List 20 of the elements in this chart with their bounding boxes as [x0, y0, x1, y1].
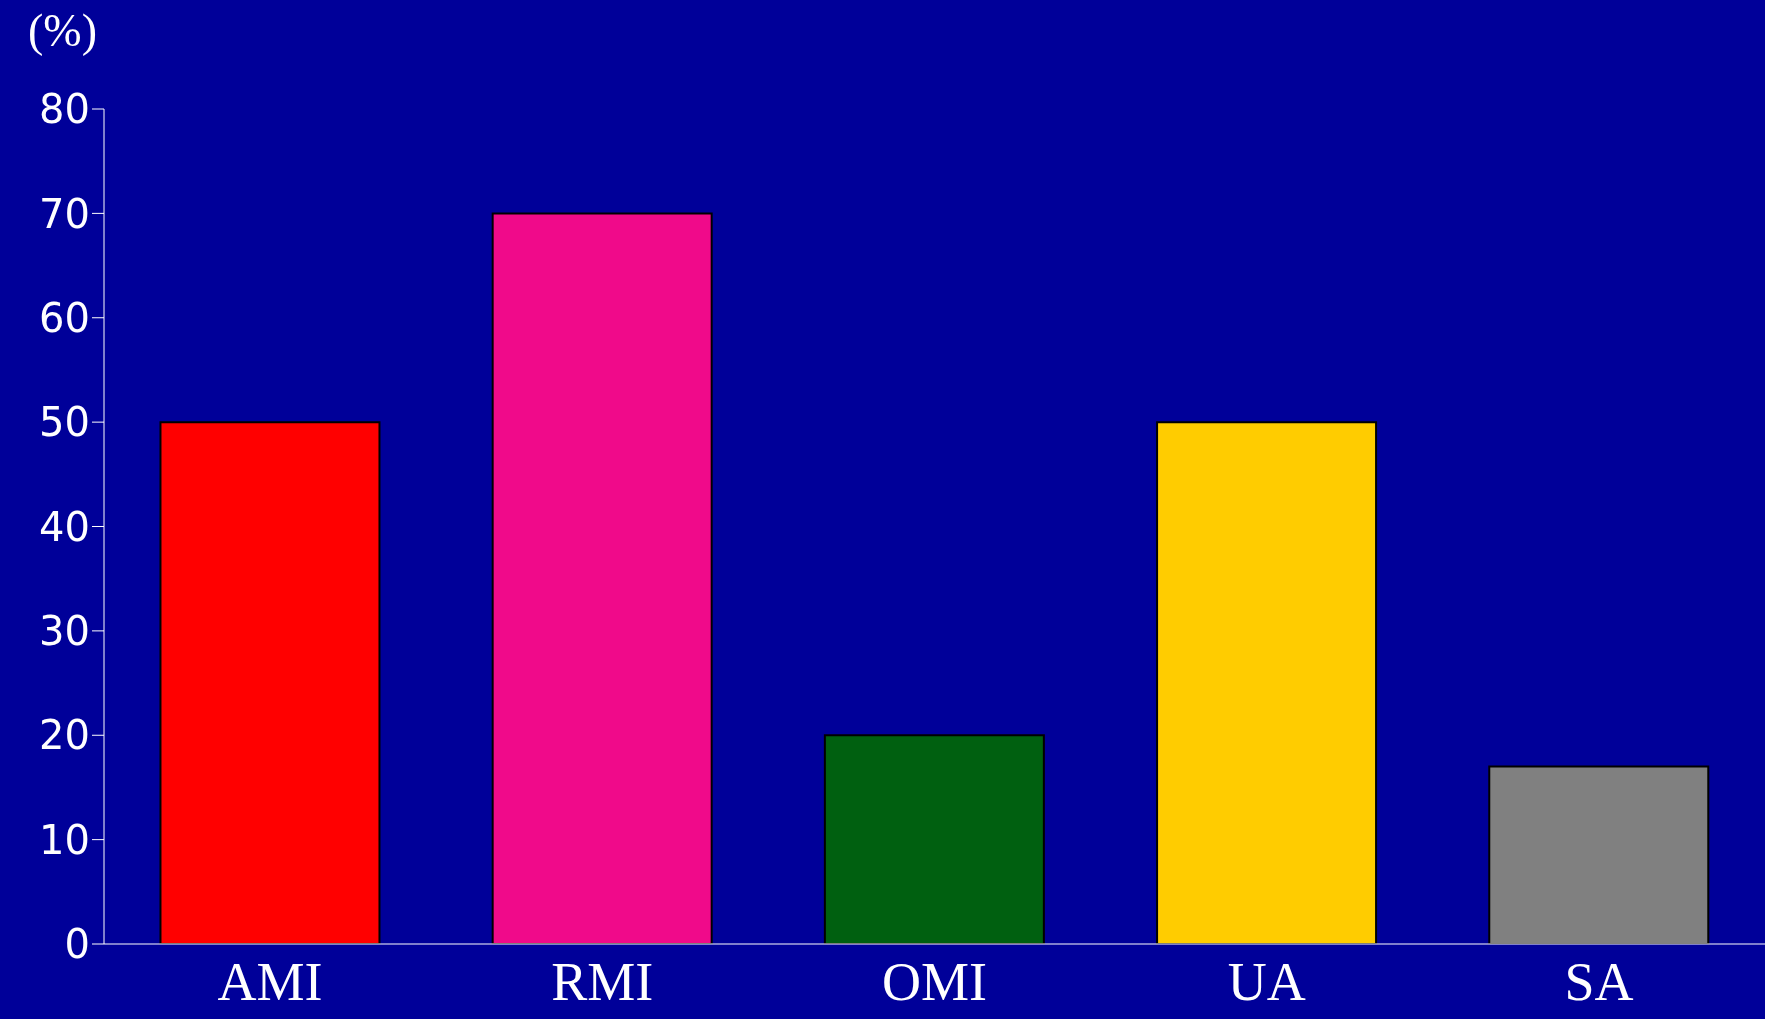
x-tick-label: RMI [551, 952, 654, 1013]
y-tick-label: 20 [39, 712, 90, 759]
y-tick-label: 50 [39, 399, 90, 446]
y-tick-label: 40 [39, 503, 90, 550]
y-tick-label: 10 [39, 816, 90, 863]
bar [491, 212, 713, 944]
y-tick-label: 70 [39, 190, 90, 237]
y-axis-title: (%) [28, 4, 97, 57]
y-tick-label: 80 [39, 86, 90, 133]
bar [159, 421, 381, 944]
y-tick-label: 60 [39, 294, 90, 341]
x-tick-label: OMI [882, 952, 987, 1013]
bar [1488, 765, 1710, 944]
bar [823, 734, 1045, 944]
x-tick-label: SA [1564, 952, 1634, 1013]
bar [1156, 421, 1378, 944]
y-tick-label: 0 [64, 921, 90, 968]
x-tick-label: UA [1227, 952, 1306, 1013]
y-tick-label: 30 [39, 608, 90, 655]
x-tick-label: AMI [217, 952, 323, 1013]
